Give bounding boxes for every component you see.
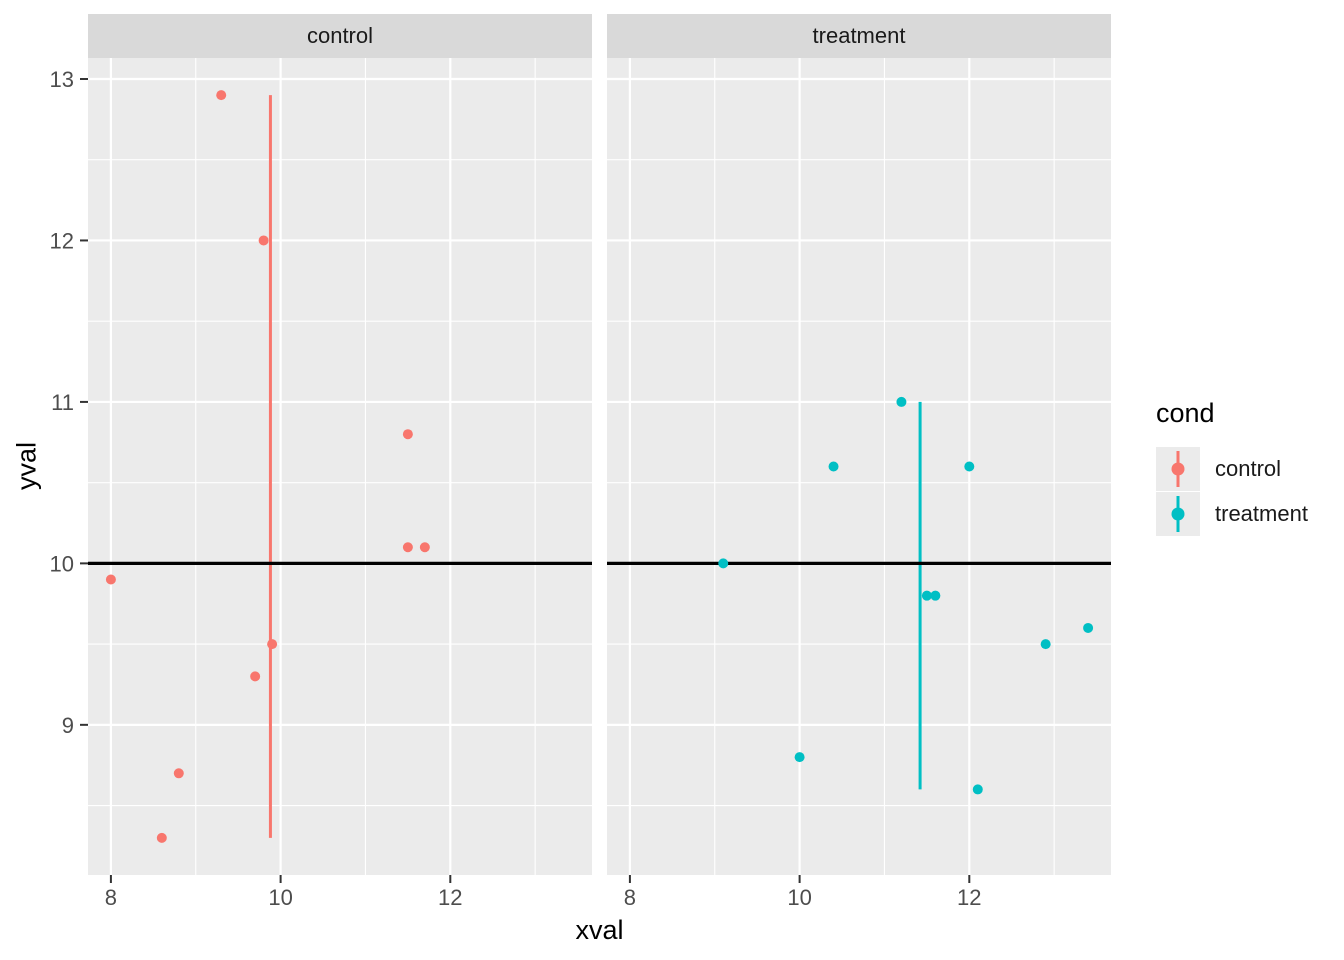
point-glyph-icon: [1171, 462, 1185, 475]
data-point-control: [402, 429, 413, 440]
legend-key-control: [1156, 446, 1200, 491]
data-point-control: [105, 574, 116, 585]
point-glyph-icon: [1171, 507, 1185, 520]
data-point-control: [258, 235, 269, 246]
data-point-treatment: [1040, 639, 1051, 650]
data-point-treatment: [828, 461, 839, 472]
y-axis-title: yval: [11, 441, 42, 491]
y-tick-label: 10: [50, 551, 74, 576]
legend-entry-control: control: [1156, 446, 1308, 491]
data-point-treatment: [964, 461, 975, 472]
data-point-control: [419, 542, 430, 553]
facet-strip-label: control: [306, 23, 374, 48]
data-point-control: [156, 832, 167, 843]
data-point-treatment: [930, 590, 941, 601]
data-point-control: [173, 768, 184, 779]
data-point-treatment: [921, 590, 932, 601]
facet-strip-treatment: treatment: [607, 14, 1111, 58]
legend-key-treatment: [1156, 491, 1200, 536]
panel-control: [88, 58, 592, 875]
facet-strip-label: treatment: [812, 23, 906, 48]
y-tick-label: 13: [50, 67, 74, 92]
data-point-control: [402, 542, 413, 553]
data-point-control: [267, 639, 278, 650]
legend-label: control: [1215, 455, 1282, 481]
x-tick-label: 8: [624, 885, 636, 910]
y-tick-label: 9: [62, 713, 74, 738]
x-tick-label: 10: [268, 885, 292, 910]
legend-label: treatment: [1215, 500, 1308, 526]
data-point-treatment: [896, 396, 907, 407]
legend-entry-treatment: treatment: [1156, 491, 1308, 536]
x-tick-label: 12: [438, 885, 462, 910]
facet-strip-control: control: [88, 14, 592, 58]
legend: cond control treatment: [1156, 398, 1308, 536]
x-tick-label: 12: [957, 885, 981, 910]
y-tick-label: 12: [50, 228, 74, 253]
legend-title: cond: [1156, 398, 1215, 428]
data-point-control: [216, 90, 227, 101]
data-point-treatment: [972, 784, 983, 795]
x-tick-label: 8: [105, 885, 117, 910]
data-point-treatment: [1083, 622, 1094, 633]
data-point-control: [250, 671, 261, 682]
data-point-treatment: [794, 752, 805, 763]
y-tick-label: 11: [51, 390, 74, 415]
panel-treatment: [607, 58, 1111, 875]
x-tick-label: 10: [787, 885, 811, 910]
data-point-treatment: [718, 558, 729, 569]
x-axis-title: xval: [575, 915, 624, 945]
